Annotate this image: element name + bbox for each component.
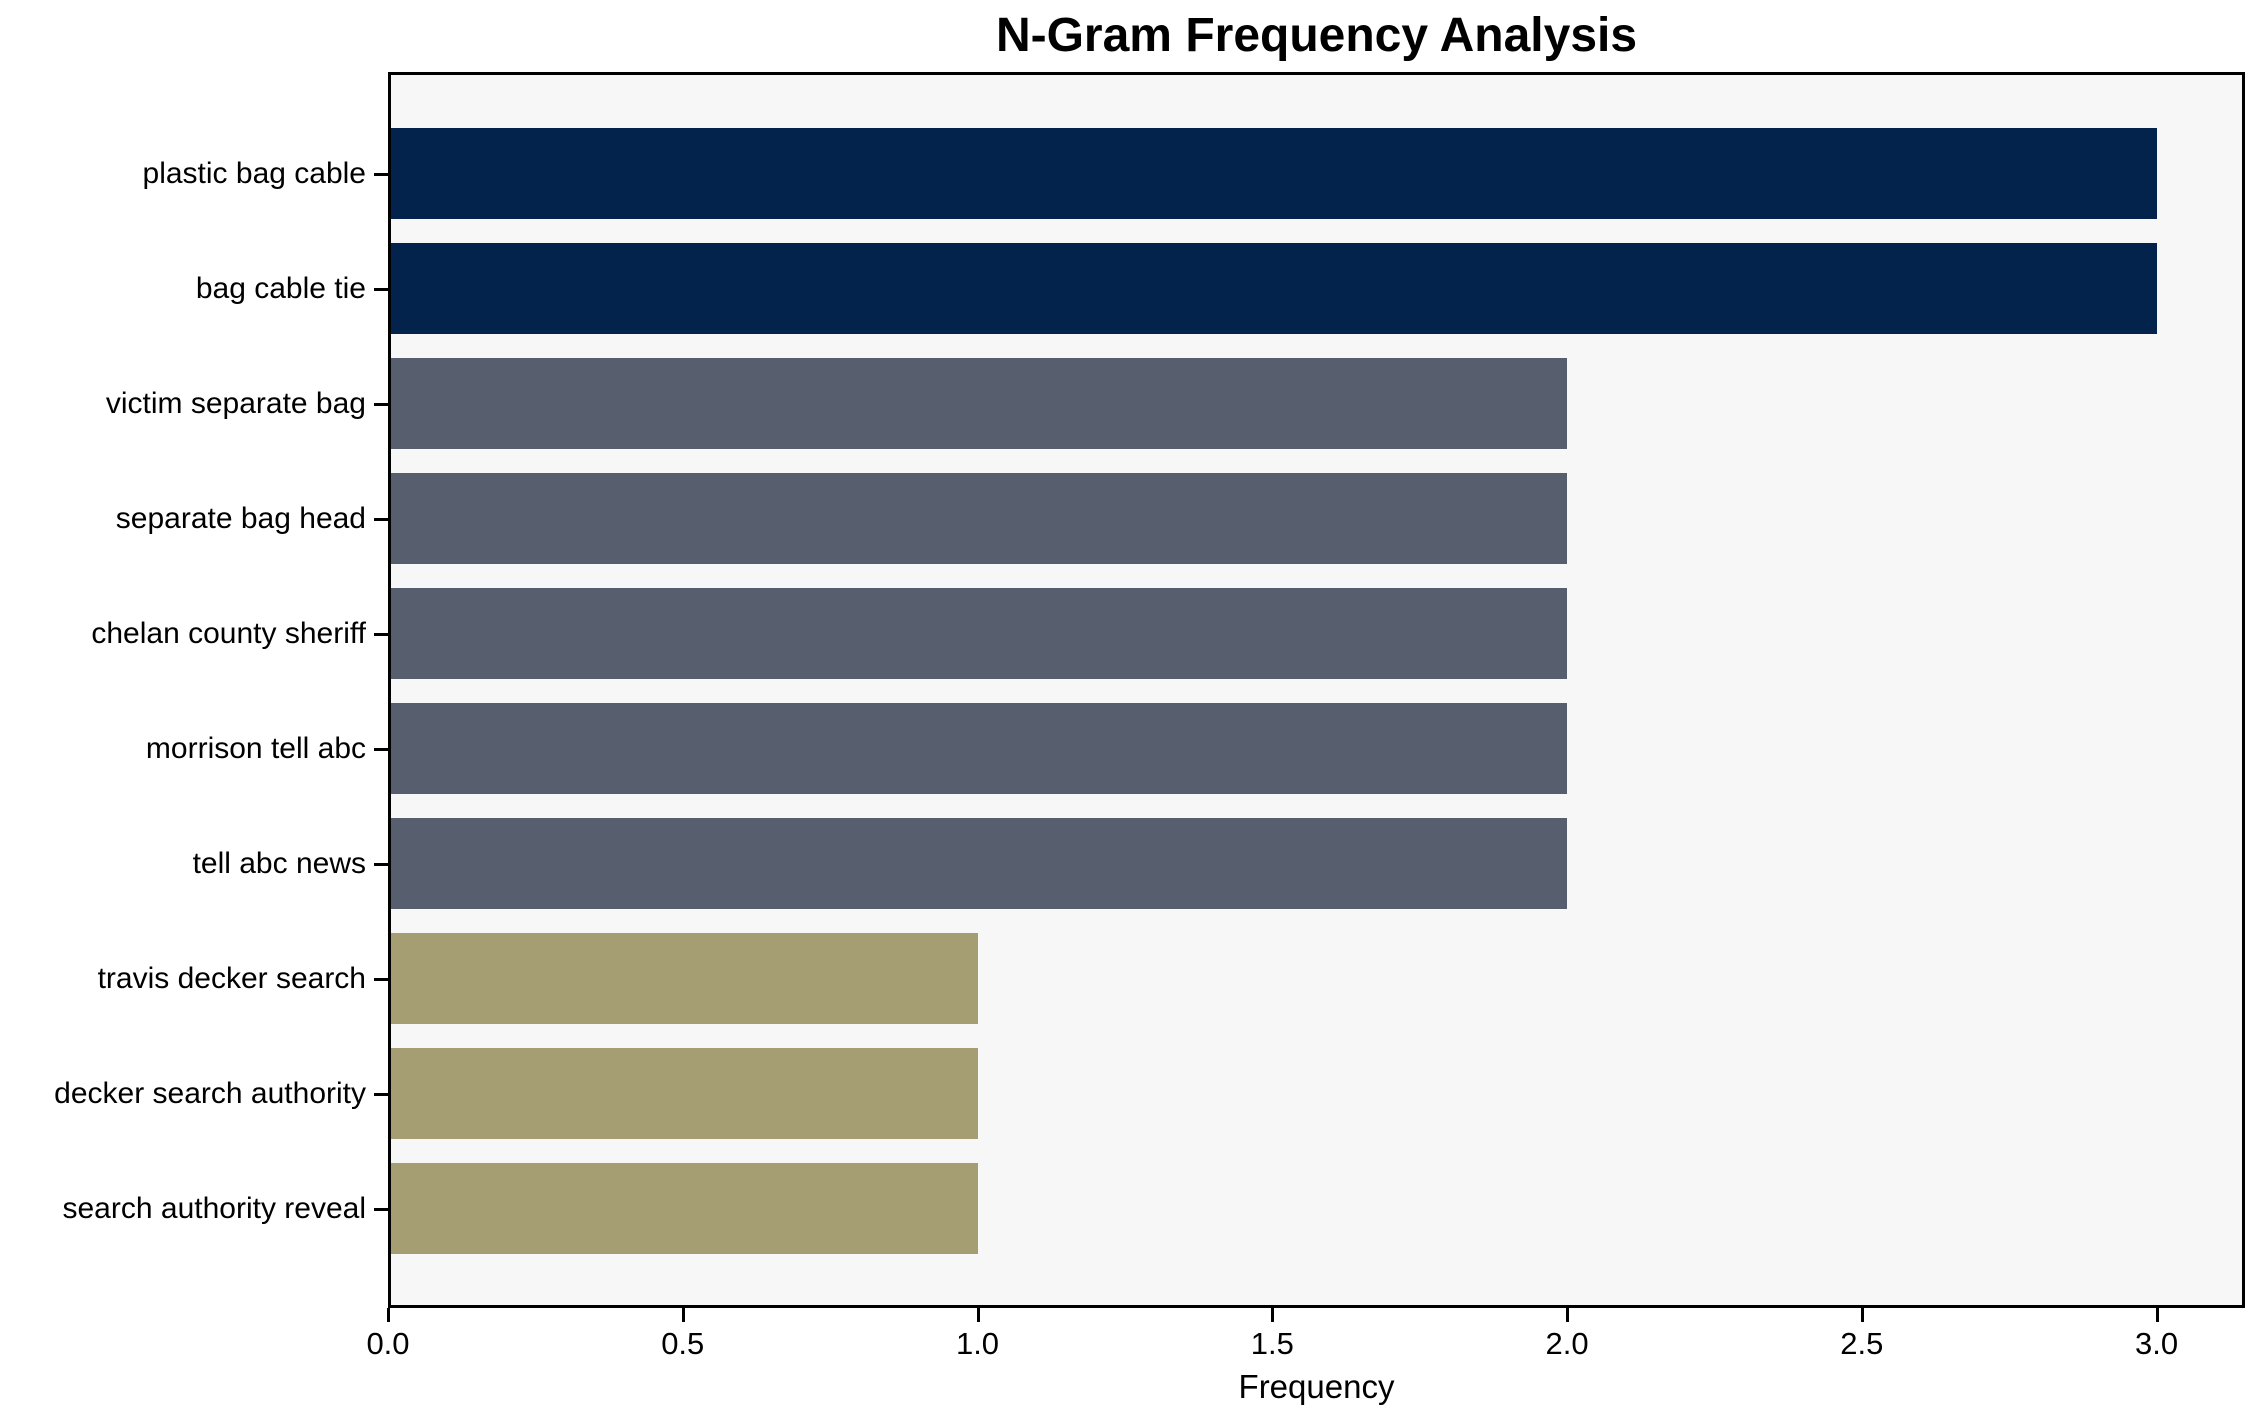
bar-decker-search-authority <box>388 1048 978 1139</box>
x-axis-title: Frequency <box>1238 1368 1395 1405</box>
chart-title: N-Gram Frequency Analysis <box>995 9 1638 62</box>
y-tick-label: bag cable tie <box>195 271 366 305</box>
bar-victim-separate-bag <box>388 358 1567 449</box>
y-tick-mark <box>374 287 388 291</box>
y-tick-label: search authority reveal <box>62 1191 367 1225</box>
plot-area <box>388 72 2245 1308</box>
x-tick-label: 2.5 <box>1840 1326 1884 1361</box>
y-tick-label: separate bag head <box>115 501 366 535</box>
x-tick-label: 1.5 <box>1250 1326 1294 1361</box>
x-tick-mark <box>1860 1308 1864 1322</box>
y-tick-label: decker search authority <box>54 1076 366 1110</box>
x-tick-mark <box>387 1308 390 1322</box>
y-tick-mark <box>374 977 388 981</box>
x-tick-label: 2.0 <box>1545 1326 1589 1361</box>
x-tick-mark <box>681 1308 685 1322</box>
y-tick-mark <box>374 747 388 751</box>
bar-plastic-bag-cable <box>388 128 2157 219</box>
bar-tell-abc-news <box>388 818 1567 909</box>
bar-separate-bag-head <box>388 473 1567 564</box>
x-tick-label: 3.0 <box>2135 1326 2179 1361</box>
y-tick-mark <box>374 402 388 406</box>
bar-search-authority-reveal <box>388 1163 978 1254</box>
x-tick-mark <box>976 1308 980 1322</box>
x-tick-mark <box>1566 1308 1570 1322</box>
y-tick-mark <box>374 632 388 636</box>
x-tick-label: 0.0 <box>366 1326 410 1361</box>
x-tick-mark <box>2155 1308 2159 1322</box>
y-tick-label: travis decker search <box>97 961 366 995</box>
y-tick-label: tell abc news <box>192 846 366 880</box>
y-tick-label: morrison tell abc <box>145 731 366 765</box>
y-tick-mark <box>374 1207 388 1211</box>
bar-chelan-county-sheriff <box>388 588 1567 679</box>
y-tick-label: chelan county sheriff <box>91 616 366 650</box>
x-tick-label: 1.0 <box>955 1326 1000 1361</box>
bar-bag-cable-tie <box>388 243 2157 334</box>
x-tick-label: 0.5 <box>661 1326 705 1361</box>
y-tick-mark <box>374 1092 388 1096</box>
y-tick-label: victim separate bag <box>105 386 366 420</box>
y-tick-label: plastic bag cable <box>142 156 366 190</box>
y-tick-mark <box>374 862 388 866</box>
y-tick-mark <box>374 172 388 176</box>
bar-morrison-tell-abc <box>388 703 1567 794</box>
bar-travis-decker-search <box>388 933 978 1024</box>
x-tick-mark <box>1271 1308 1275 1322</box>
y-tick-mark <box>374 517 388 521</box>
